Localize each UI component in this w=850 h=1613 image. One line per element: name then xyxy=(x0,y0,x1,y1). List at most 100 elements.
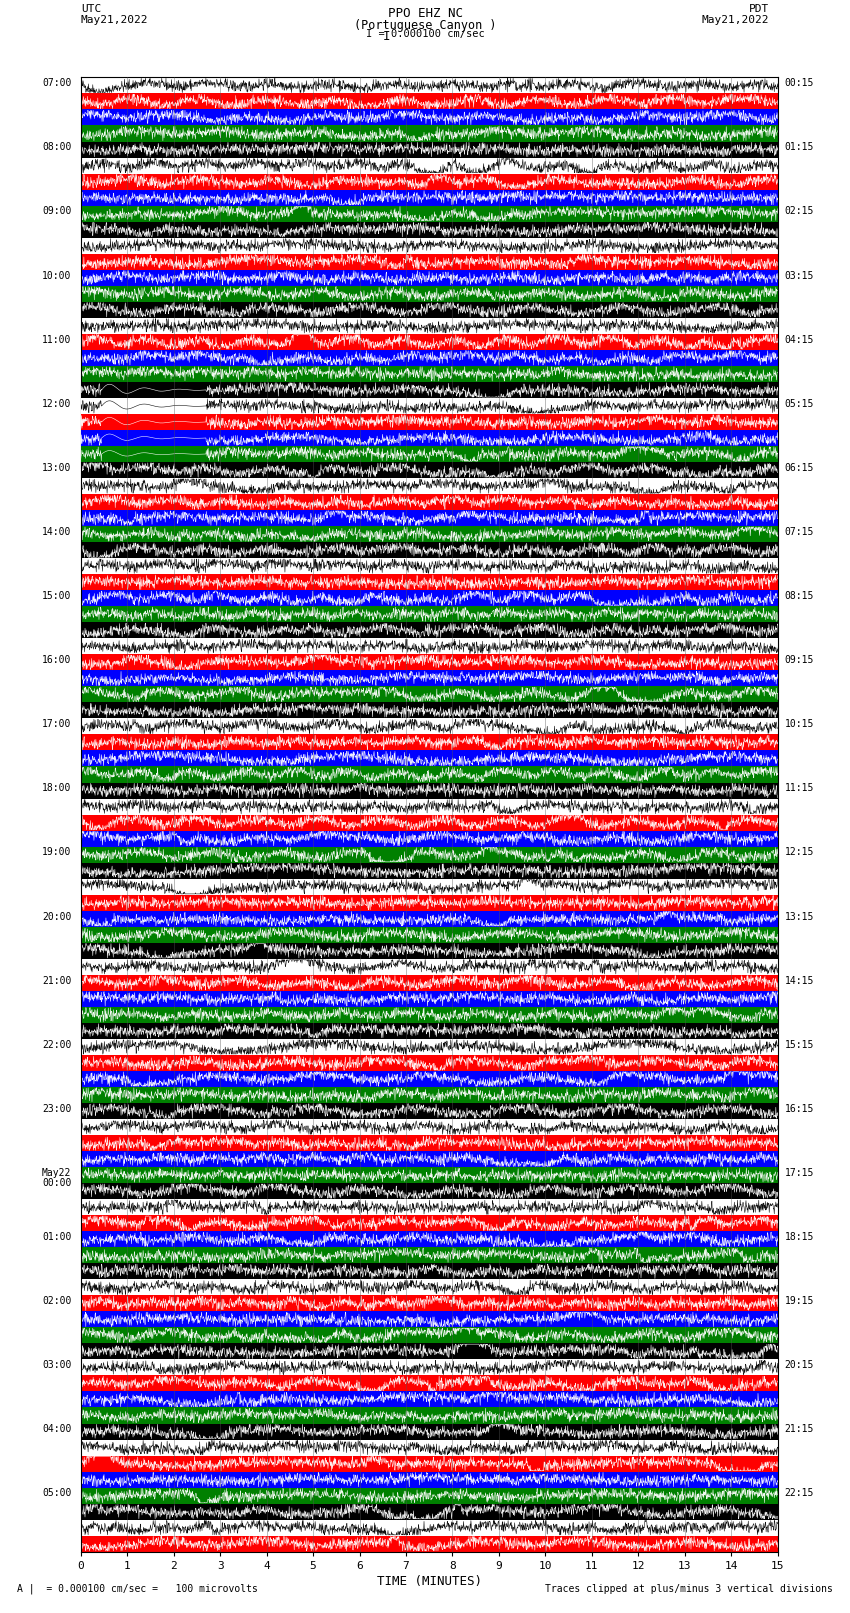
Bar xyxy=(81,911,778,927)
Bar xyxy=(81,447,778,461)
Bar xyxy=(81,1152,778,1168)
Bar xyxy=(81,382,778,398)
Text: 18:00: 18:00 xyxy=(42,784,71,794)
Text: I = 0.000100 cm/sec: I = 0.000100 cm/sec xyxy=(366,29,484,39)
Text: 19:00: 19:00 xyxy=(42,847,71,858)
Text: 18:15: 18:15 xyxy=(785,1232,814,1242)
Bar xyxy=(81,1536,778,1552)
Bar xyxy=(81,766,778,782)
Bar xyxy=(81,1055,778,1071)
Text: 16:00: 16:00 xyxy=(42,655,71,665)
Bar xyxy=(81,190,778,205)
Text: 02:15: 02:15 xyxy=(785,206,814,216)
Text: UTC: UTC xyxy=(81,5,101,15)
Bar xyxy=(81,671,778,687)
Bar xyxy=(81,1376,778,1392)
Text: 03:15: 03:15 xyxy=(785,271,814,281)
Text: 15:00: 15:00 xyxy=(42,590,71,602)
Bar xyxy=(81,205,778,221)
Bar xyxy=(81,398,778,415)
Bar xyxy=(81,350,778,366)
Bar xyxy=(81,415,778,431)
Bar xyxy=(81,447,778,461)
Text: 13:00: 13:00 xyxy=(42,463,71,473)
Text: 16:15: 16:15 xyxy=(785,1103,814,1115)
Bar xyxy=(81,927,778,942)
Bar xyxy=(81,366,778,382)
Bar xyxy=(81,461,778,477)
Bar xyxy=(81,1039,778,1055)
Text: 19:15: 19:15 xyxy=(785,1297,814,1307)
Text: 22:15: 22:15 xyxy=(785,1489,814,1498)
Bar xyxy=(81,1184,778,1198)
Text: 00:15: 00:15 xyxy=(785,77,814,89)
Bar xyxy=(81,863,778,879)
Bar xyxy=(81,1215,778,1231)
Bar xyxy=(81,1198,778,1215)
Text: 11:00: 11:00 xyxy=(42,334,71,345)
Bar xyxy=(81,398,778,415)
Bar xyxy=(81,1424,778,1439)
Bar xyxy=(81,1279,778,1295)
Bar xyxy=(81,334,778,350)
Bar xyxy=(81,1007,778,1023)
Text: 04:15: 04:15 xyxy=(785,334,814,345)
Text: 00:00: 00:00 xyxy=(42,1177,71,1187)
Bar xyxy=(81,639,778,655)
Bar xyxy=(81,574,778,590)
Text: 23:00: 23:00 xyxy=(42,1103,71,1115)
Bar xyxy=(81,734,778,750)
Bar xyxy=(81,286,778,302)
Text: 21:00: 21:00 xyxy=(42,976,71,986)
Text: 08:00: 08:00 xyxy=(42,142,71,152)
Bar xyxy=(81,110,778,126)
Text: I: I xyxy=(383,31,390,44)
Bar xyxy=(81,494,778,510)
Text: 01:00: 01:00 xyxy=(42,1232,71,1242)
Bar xyxy=(81,623,778,639)
Bar xyxy=(81,221,778,237)
Text: 08:15: 08:15 xyxy=(785,590,814,602)
Bar xyxy=(81,1503,778,1519)
Bar xyxy=(81,237,778,253)
Text: A |  = 0.000100 cm/sec =   100 microvolts: A | = 0.000100 cm/sec = 100 microvolts xyxy=(17,1582,258,1594)
Text: May22: May22 xyxy=(42,1168,71,1177)
Bar xyxy=(81,431,778,447)
Text: 15:15: 15:15 xyxy=(785,1040,814,1050)
Bar xyxy=(81,958,778,974)
Bar xyxy=(81,174,778,190)
Bar xyxy=(81,510,778,526)
Bar xyxy=(81,126,778,142)
Bar xyxy=(81,1168,778,1184)
Bar xyxy=(81,702,778,718)
Bar xyxy=(81,1327,778,1344)
Bar xyxy=(81,1263,778,1279)
Bar xyxy=(81,815,778,831)
Bar xyxy=(81,1231,778,1247)
Bar xyxy=(81,895,778,911)
Bar xyxy=(81,318,778,334)
Text: 07:00: 07:00 xyxy=(42,77,71,89)
Bar xyxy=(81,542,778,558)
Text: 21:15: 21:15 xyxy=(785,1424,814,1434)
Bar xyxy=(81,142,778,158)
Bar xyxy=(81,526,778,542)
Bar xyxy=(81,415,778,431)
Bar xyxy=(81,382,778,398)
Text: 10:15: 10:15 xyxy=(785,719,814,729)
Bar xyxy=(81,1392,778,1408)
Bar xyxy=(81,847,778,863)
Text: 03:00: 03:00 xyxy=(42,1360,71,1369)
Bar xyxy=(81,606,778,623)
Bar xyxy=(81,1344,778,1360)
Text: 17:15: 17:15 xyxy=(785,1168,814,1177)
Text: May21,2022: May21,2022 xyxy=(81,16,148,26)
Text: 20:00: 20:00 xyxy=(42,911,71,921)
Text: PDT: PDT xyxy=(749,5,769,15)
Text: 09:15: 09:15 xyxy=(785,655,814,665)
Bar xyxy=(81,590,778,606)
Bar xyxy=(81,269,778,286)
Bar xyxy=(81,1023,778,1039)
Bar xyxy=(81,942,778,958)
Bar xyxy=(81,1071,778,1087)
